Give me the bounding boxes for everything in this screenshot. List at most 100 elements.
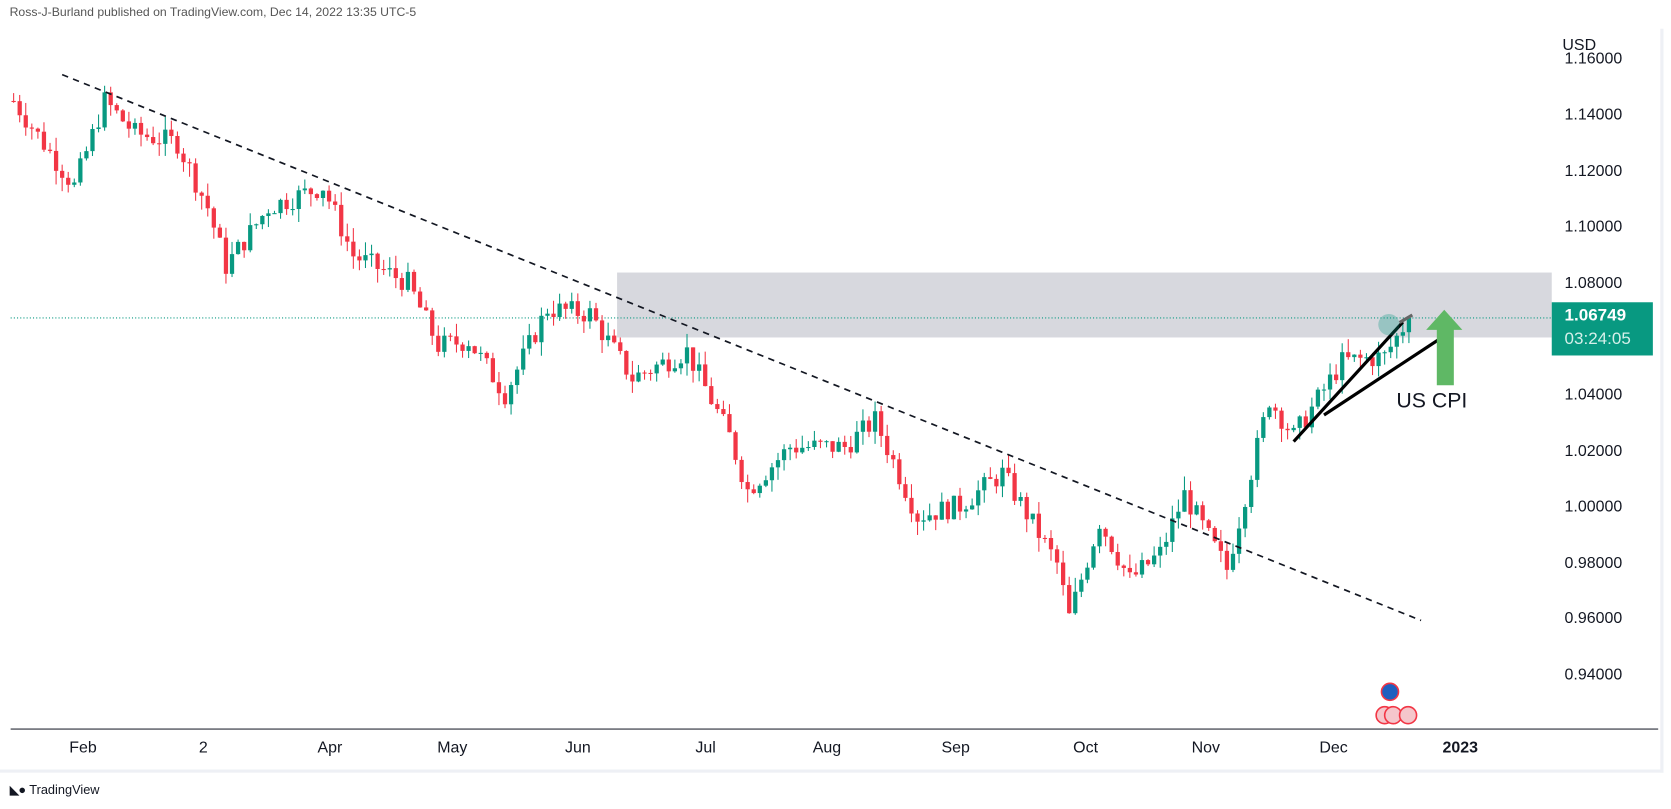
candle-down bbox=[593, 308, 599, 321]
candle-up bbox=[763, 480, 768, 486]
candle-down bbox=[1048, 538, 1054, 550]
candle-down bbox=[484, 352, 489, 359]
candle-up bbox=[302, 188, 307, 191]
candle-up bbox=[1267, 407, 1272, 418]
candle-up bbox=[466, 346, 471, 351]
candle-up bbox=[660, 359, 665, 365]
candle-down bbox=[490, 358, 496, 383]
candle-up bbox=[1388, 346, 1393, 353]
candle-up bbox=[405, 271, 411, 290]
candle-down bbox=[1273, 407, 1278, 411]
candle-up bbox=[1261, 417, 1266, 438]
candle-up bbox=[102, 92, 107, 128]
candle-down bbox=[35, 128, 41, 132]
candle-up bbox=[290, 208, 295, 211]
candle-down bbox=[126, 121, 132, 129]
candle-up bbox=[654, 364, 659, 374]
candle-down bbox=[624, 350, 629, 375]
candle-up bbox=[1000, 467, 1005, 487]
candle-up bbox=[1340, 352, 1345, 381]
candle-down bbox=[1224, 550, 1230, 570]
candle-up bbox=[545, 313, 550, 316]
candle-down bbox=[430, 310, 435, 336]
candle-down bbox=[1061, 562, 1066, 586]
candle-down bbox=[533, 335, 538, 343]
candle-up bbox=[963, 509, 969, 512]
candle-up bbox=[1376, 352, 1381, 367]
candle-down bbox=[23, 115, 28, 128]
candle-down bbox=[1109, 536, 1114, 553]
candle-down bbox=[29, 127, 34, 129]
us-flag-icon bbox=[1398, 705, 1418, 725]
candle-down bbox=[357, 256, 362, 261]
candle-down bbox=[727, 414, 732, 433]
candle-down bbox=[690, 347, 696, 371]
candle-down bbox=[1279, 410, 1284, 429]
candle-down bbox=[915, 513, 920, 522]
candle-down bbox=[612, 335, 617, 343]
candle-down bbox=[333, 201, 338, 205]
candle-up bbox=[163, 129, 168, 144]
candle-up bbox=[1297, 416, 1302, 428]
candle-up bbox=[587, 308, 593, 322]
candle-up bbox=[539, 315, 544, 343]
candle-up bbox=[1406, 317, 1412, 333]
candle-down bbox=[1103, 528, 1108, 537]
us-cpi-annotation: US CPI bbox=[1396, 389, 1468, 413]
candle-up bbox=[854, 431, 859, 453]
candle-down bbox=[891, 455, 896, 460]
candle-up bbox=[781, 449, 787, 461]
candle-up bbox=[1321, 389, 1327, 391]
candle-down bbox=[411, 271, 417, 292]
x-tick-label: Aug bbox=[812, 738, 842, 757]
candle-up bbox=[508, 385, 514, 405]
candle-down bbox=[563, 303, 568, 309]
y-tick-label: 0.94000 bbox=[1564, 665, 1623, 684]
candle-down bbox=[642, 372, 647, 374]
candle-up bbox=[872, 411, 878, 432]
candle-up bbox=[387, 268, 392, 270]
candle-up bbox=[1400, 332, 1405, 336]
attribution: Ross-J-Burland published on TradingView.… bbox=[9, 6, 417, 20]
eu-flag-icon bbox=[1380, 682, 1400, 702]
candle-down bbox=[1358, 354, 1363, 358]
y-tick-label: 1.10000 bbox=[1564, 217, 1623, 236]
candle-up bbox=[1151, 555, 1157, 565]
candle-down bbox=[1133, 572, 1139, 575]
candle-down bbox=[53, 150, 59, 171]
tradingview-logo[interactable]: ◣● TradingView bbox=[10, 782, 100, 797]
candle-down bbox=[751, 489, 756, 494]
candle-up bbox=[1249, 479, 1254, 507]
candle-up bbox=[860, 420, 866, 432]
candle-up bbox=[521, 348, 526, 370]
candle-down bbox=[399, 278, 405, 290]
candle-down bbox=[41, 131, 47, 150]
support-trendline bbox=[1323, 333, 1447, 417]
candle-up bbox=[1182, 490, 1187, 512]
candle-up bbox=[1242, 506, 1248, 529]
candle-up bbox=[824, 441, 829, 443]
candle-down bbox=[909, 497, 914, 514]
candle-down bbox=[339, 204, 344, 237]
candle-down bbox=[11, 100, 16, 103]
candle-up bbox=[970, 505, 975, 510]
y-tick-label: 1.04000 bbox=[1564, 385, 1623, 404]
candle-down bbox=[994, 478, 999, 487]
candle-down bbox=[1145, 560, 1151, 565]
candle-down bbox=[885, 435, 890, 456]
candle-up bbox=[769, 467, 775, 481]
candle-down bbox=[848, 446, 853, 453]
candle-down bbox=[120, 110, 125, 122]
candle-down bbox=[581, 315, 587, 322]
candle-up bbox=[90, 128, 95, 152]
candle-down bbox=[709, 386, 714, 405]
candle-down bbox=[284, 199, 289, 210]
candle-down bbox=[1024, 496, 1029, 520]
candle-down bbox=[1206, 520, 1211, 528]
candle-down bbox=[618, 342, 623, 351]
candle-up bbox=[132, 122, 138, 129]
candle-up bbox=[939, 501, 944, 520]
candle-up bbox=[260, 215, 265, 225]
candle-down bbox=[345, 236, 350, 242]
